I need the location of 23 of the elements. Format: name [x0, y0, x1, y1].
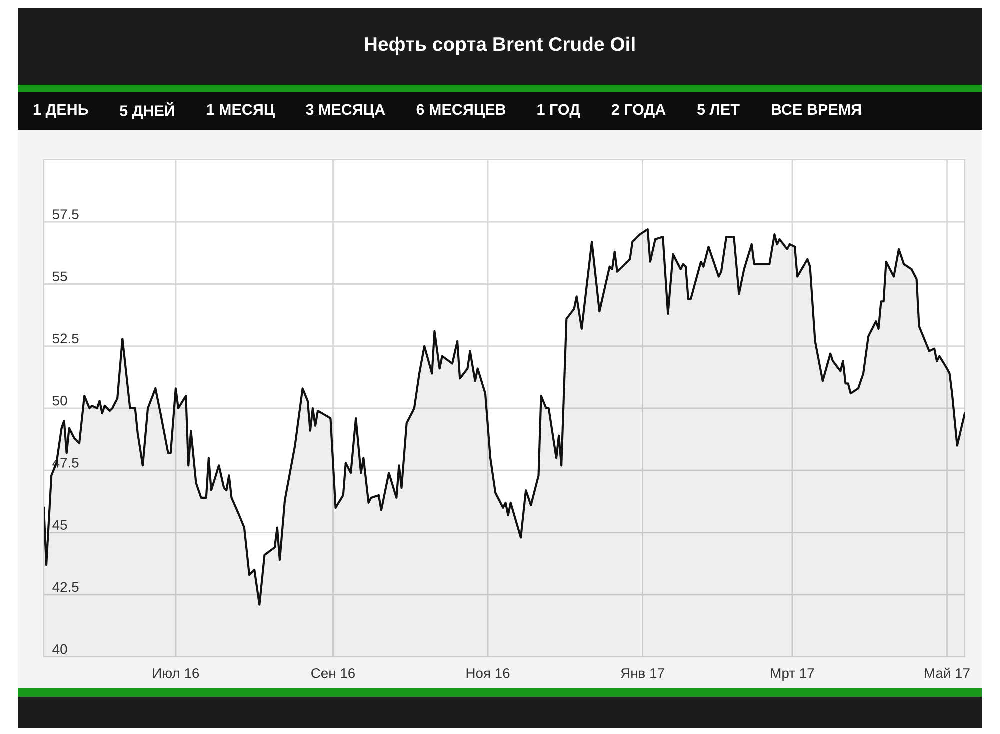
x-tick-label: Янв 17 [621, 668, 664, 678]
text: 1 ГОД [538, 104, 580, 118]
y-tick-label: 52.5 [52, 334, 79, 344]
y-tick-label: 55 [52, 272, 68, 282]
x-tick-label: Сен 16 [312, 668, 355, 678]
text: 2 ГОДА [612, 104, 666, 118]
y-tick-label: 40 [52, 644, 68, 654]
y-tick-label: 42.5 [52, 582, 79, 592]
x-tick-label: Ноя 16 [466, 668, 510, 678]
chart-title: Нефть сорта Brent Crude Oil [365, 36, 635, 56]
text: 5 ДНЕЙ [120, 102, 174, 120]
x-tick-label: Мрт 17 [771, 668, 814, 682]
text: 3 МЕСЯЦА [306, 104, 386, 118]
x-tick-label: Июл 16 [153, 668, 200, 678]
text: 5 ЛЕТ [697, 104, 740, 116]
x-tick-label: Май 17 [925, 668, 970, 678]
y-tick-label: 57.5 [52, 210, 79, 220]
text: 6 МЕСЯЦЕВ [416, 104, 506, 118]
y-tick-label: 45 [52, 520, 68, 530]
y-tick-label: 50 [52, 396, 68, 406]
text: 1 МЕСЯЦ [207, 104, 275, 118]
text: ВСЕ ВРЕМЯ [772, 104, 862, 116]
text: 1 ДЕНЬ [34, 104, 88, 118]
